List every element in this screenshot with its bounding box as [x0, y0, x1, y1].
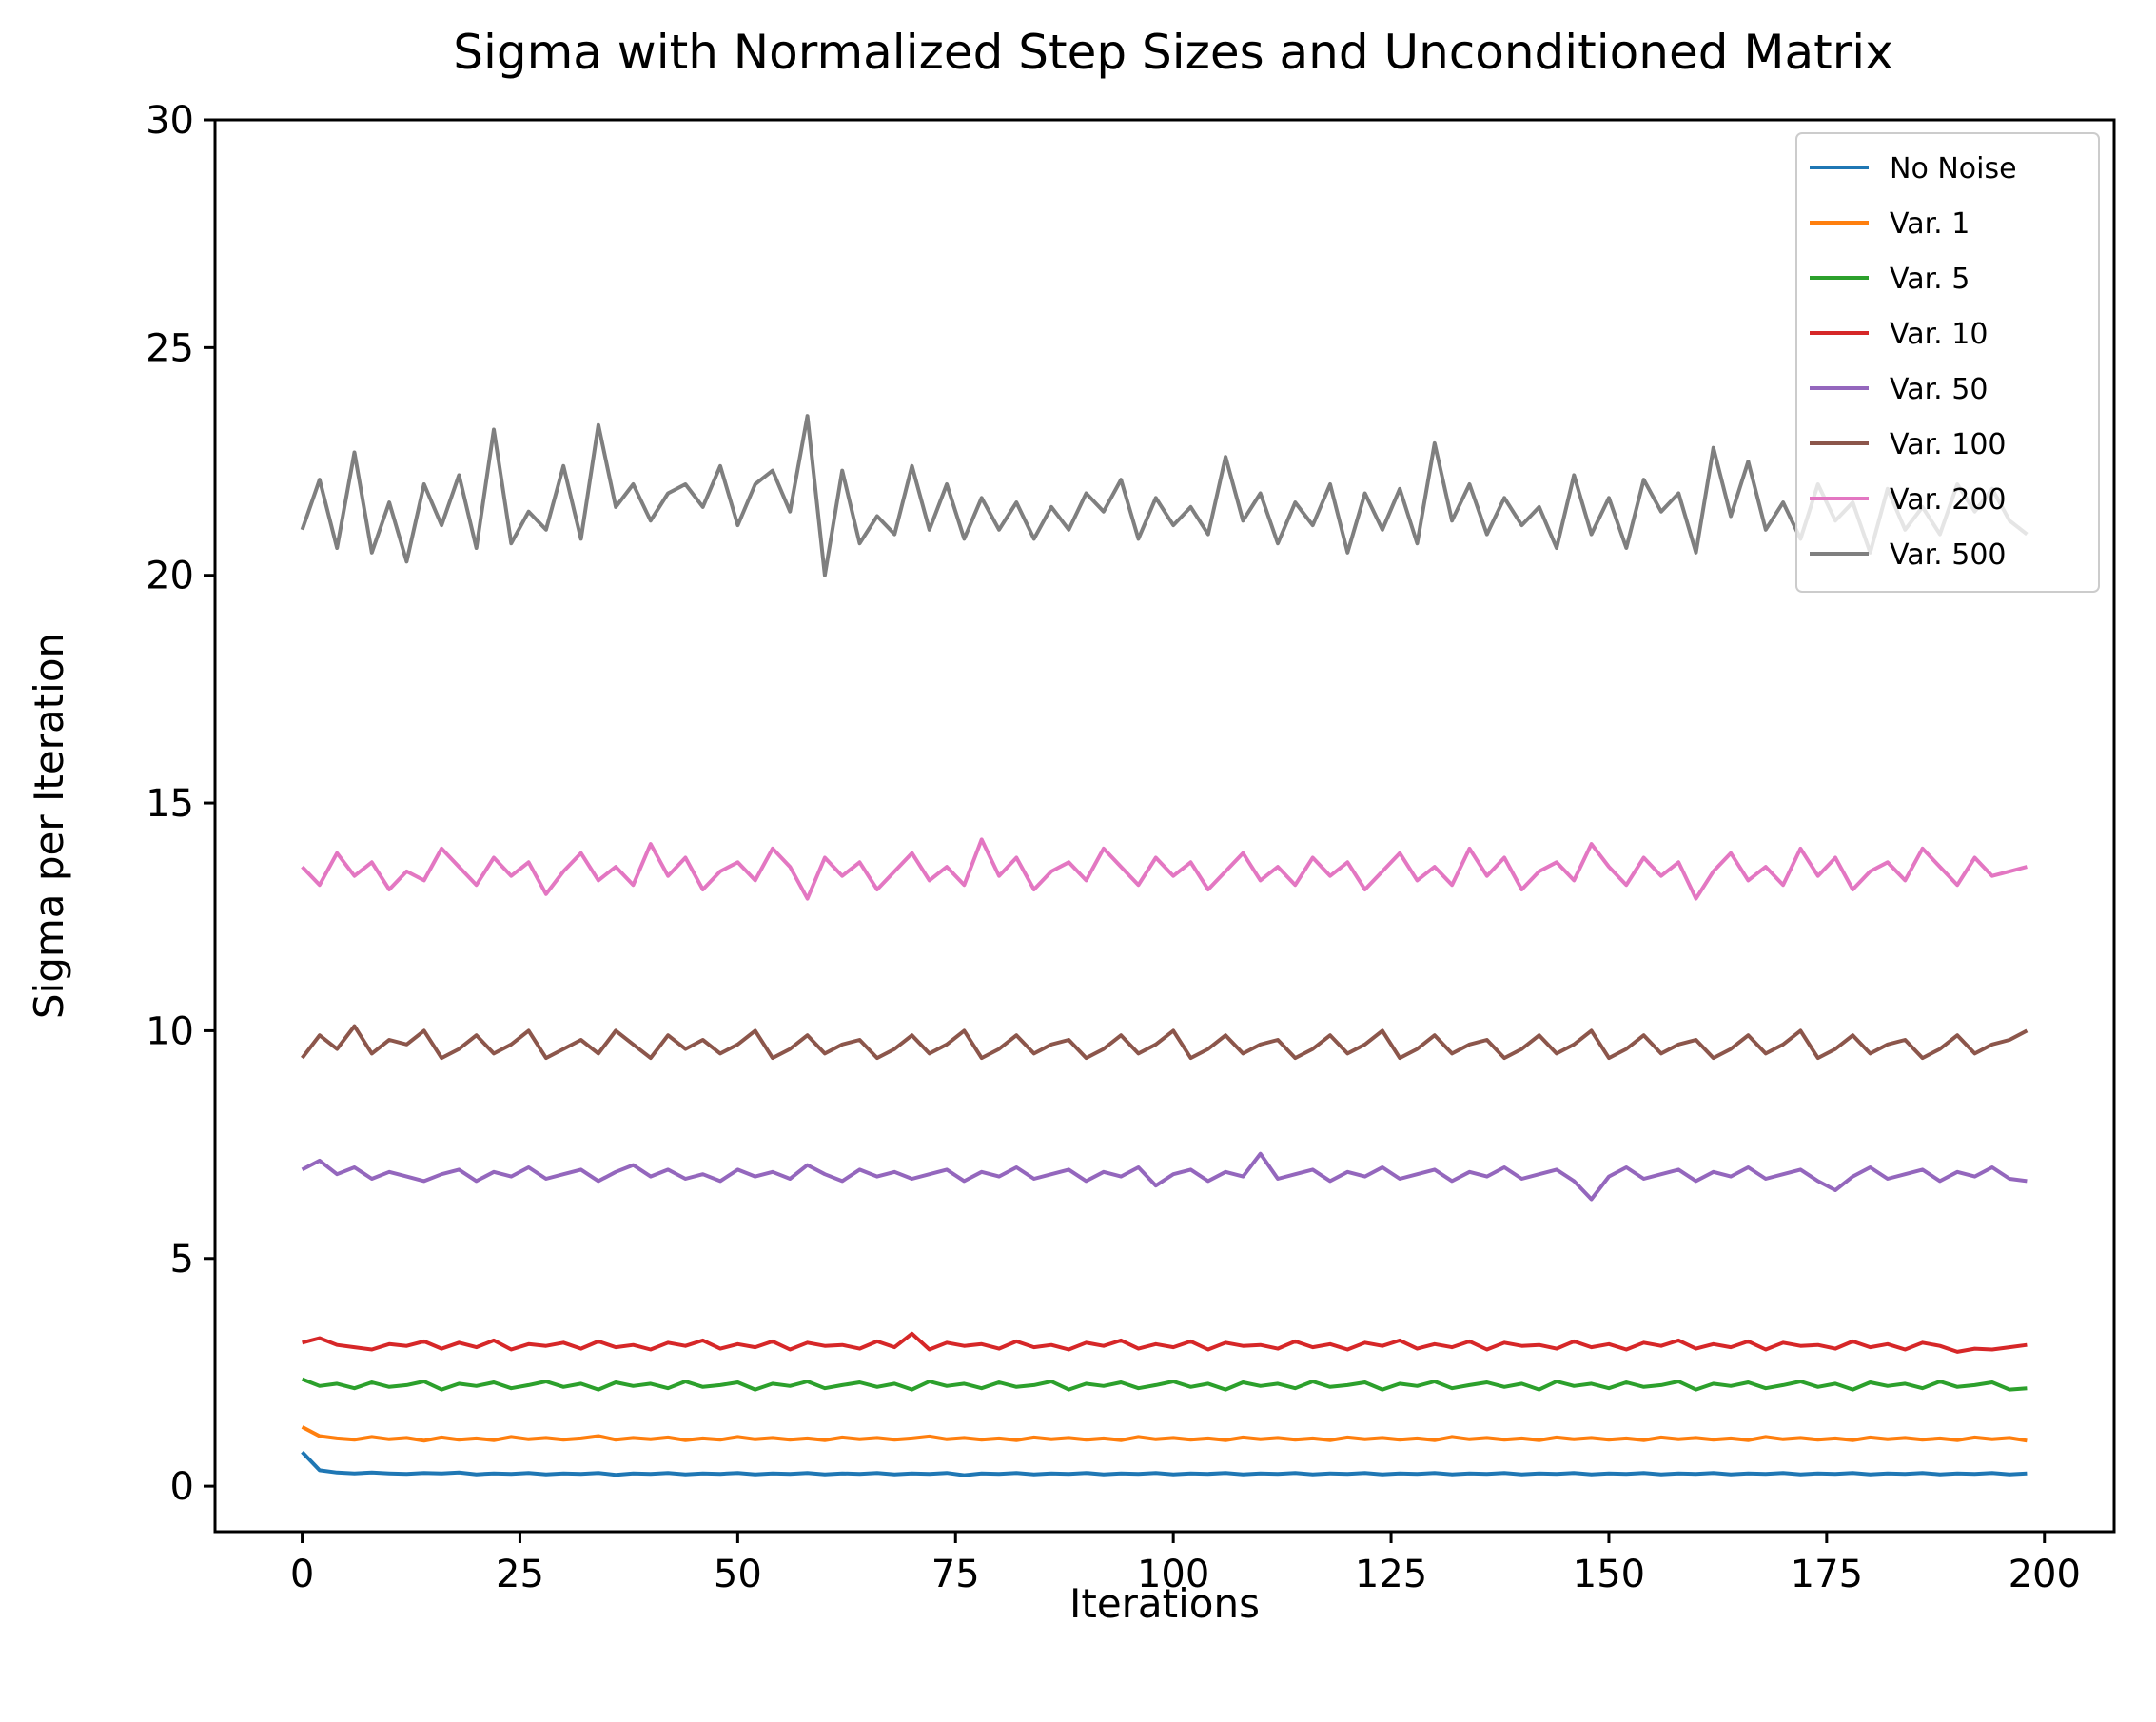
- x-tick-label: 75: [931, 1553, 980, 1596]
- legend-label: Var. 5: [1890, 263, 1970, 296]
- legend-label: Var. 200: [1890, 483, 2007, 517]
- x-tick-label: 200: [2009, 1553, 2081, 1596]
- legend-box: [1795, 132, 2100, 593]
- x-tick-label: 150: [1573, 1553, 1645, 1596]
- series-line-5: [301, 1024, 2029, 1061]
- series-line-3: [302, 1331, 2028, 1354]
- y-tick-label: 10: [146, 1009, 194, 1053]
- y-tick-label: 30: [146, 99, 194, 143]
- x-tick-label: 100: [1137, 1553, 1209, 1596]
- legend: No Noise Var. 1 Var. 5 Var. 10 Var. 50 Var. 1…: [1795, 132, 2100, 593]
- x-tick-label: 25: [496, 1553, 544, 1596]
- series-line-6: [301, 837, 2028, 901]
- y-tick-label: 15: [146, 782, 194, 826]
- x-axis-label: Iterations: [1069, 1580, 1260, 1627]
- x-tick-label: 125: [1355, 1553, 1427, 1596]
- chart-title: Sigma with Normalized Step Sizes and Unc…: [453, 25, 1893, 80]
- y-axis-label: Sigma per Iteration: [26, 633, 72, 1019]
- legend-label: Var. 10: [1890, 318, 1988, 351]
- legend-label: Var. 100: [1890, 428, 2007, 461]
- plot-frame: [213, 118, 2116, 1534]
- y-axis: 0 5 10 15 20 25 30: [146, 99, 215, 1509]
- legend-label: Var. 1: [1890, 207, 1970, 241]
- legend-label: No Noise: [1890, 152, 2017, 186]
- series-line-2: [301, 1377, 2028, 1392]
- y-tick-label: 25: [146, 326, 194, 370]
- series-line-1: [301, 1425, 2028, 1443]
- legend-label: Var. 50: [1890, 373, 1988, 406]
- series-line-0: [301, 1450, 2028, 1477]
- y-tick-label: 5: [170, 1238, 194, 1282]
- x-tick-label: 0: [290, 1553, 314, 1596]
- x-tick-label: 175: [1791, 1553, 1863, 1596]
- x-axis: 0 25 50 75 100 125 150 175 200: [290, 1532, 2081, 1596]
- series-line-7: [300, 414, 2029, 577]
- x-tick-label: 50: [714, 1553, 762, 1596]
- plot-lines: [300, 414, 2029, 1477]
- y-tick-label: 0: [170, 1465, 194, 1509]
- y-tick-label: 20: [146, 555, 194, 598]
- legend-label: Var. 500: [1890, 538, 2007, 572]
- series-line-4: [301, 1151, 2028, 1202]
